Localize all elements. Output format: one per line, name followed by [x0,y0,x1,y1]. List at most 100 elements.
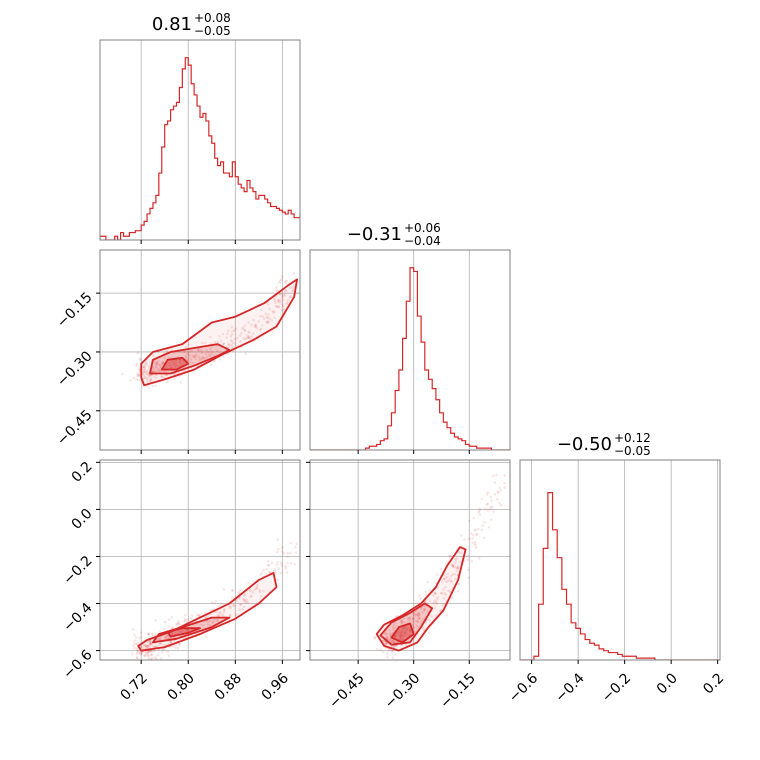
sample-point [213,601,216,605]
sample-point [400,620,404,624]
sample-point [487,525,491,529]
sample-point [222,610,226,614]
sample-point [251,591,255,594]
sample-point [277,305,280,309]
sample-point [184,345,188,349]
sample-point [142,365,146,369]
sample-point [388,629,392,632]
sample-point [445,575,449,579]
sample-point [427,631,431,635]
sample-point [260,571,264,575]
sample-point [442,588,445,591]
sample-point [258,588,261,592]
sample-point [281,298,285,302]
sample-point [398,633,401,637]
sample-point [262,317,266,320]
sample-point [466,554,470,558]
sample-point [400,620,403,624]
sample-point [155,366,159,370]
sample-point [399,634,403,637]
x-tick-label: 0.80 [165,670,198,703]
sample-point [268,317,271,320]
sample-point [449,574,453,578]
sample-point [185,355,188,359]
sample-point [267,313,271,316]
sample-point [433,591,437,595]
sample-point [281,275,284,278]
x-tick-label: 0.88 [212,670,245,703]
sample-point [222,355,226,359]
sample-point [216,340,220,344]
sample-point [435,598,439,601]
sample-point [158,637,161,641]
sample-point [142,364,146,368]
sample-point [422,608,426,611]
sample-point [255,587,258,590]
sample-point [165,380,169,384]
contour-mid [149,343,231,375]
sample-point [161,360,165,364]
sample-point [433,591,436,595]
sample-point [139,652,143,655]
sample-point [159,369,162,373]
sample-point [407,618,410,621]
sample-point [163,620,167,624]
sample-point [402,638,405,641]
sample-point [285,289,288,292]
sample-point [168,361,171,365]
sample-point [459,551,462,555]
sample-point [422,627,425,630]
sample-point [137,367,141,370]
sample-point [450,580,453,583]
sample-point [242,337,245,340]
sample-point [475,532,479,536]
sample-point [399,636,403,639]
sample-point [381,650,385,654]
sample-point [157,364,161,367]
sample-point [246,334,249,337]
sample-point [456,567,460,570]
sample-point [212,607,215,611]
sample-point [136,372,139,375]
sample-point [413,614,416,617]
sample-point [407,628,411,632]
sample-point [406,617,410,620]
sample-point [391,625,395,629]
y-tick-label: −0.4 [60,600,95,635]
sample-point [145,644,149,648]
sample-point [273,316,276,320]
sample-point [159,657,163,660]
sample-point [144,363,147,366]
sample-point [191,361,195,365]
sample-point [489,495,493,499]
sample-point [460,534,463,537]
sample-point [217,604,220,607]
sample-point [186,352,189,355]
sample-point [271,309,274,313]
sample-point [177,642,181,646]
sample-point [231,589,234,593]
sample-point [177,622,181,626]
sample-point [233,337,237,341]
sample-point [135,362,138,366]
sample-point [281,550,284,553]
sample-point [294,545,297,549]
sample-point [290,289,294,293]
panel-title: −0.50 [557,434,612,455]
sample-point [135,652,139,655]
sample-point [439,609,442,612]
sample-point [281,303,284,306]
sample-point [253,323,257,326]
panel-title: 0.81 [152,14,192,35]
sample-point [207,623,210,626]
sample-point [499,489,503,492]
sample-point [147,376,151,380]
sample-point [244,352,248,355]
sample-point [132,644,135,648]
sample-point [443,592,446,595]
sample-point [192,355,196,359]
sample-point [401,626,404,630]
sample-point [203,341,207,345]
sample-point [447,589,450,592]
sample-point [264,312,268,316]
